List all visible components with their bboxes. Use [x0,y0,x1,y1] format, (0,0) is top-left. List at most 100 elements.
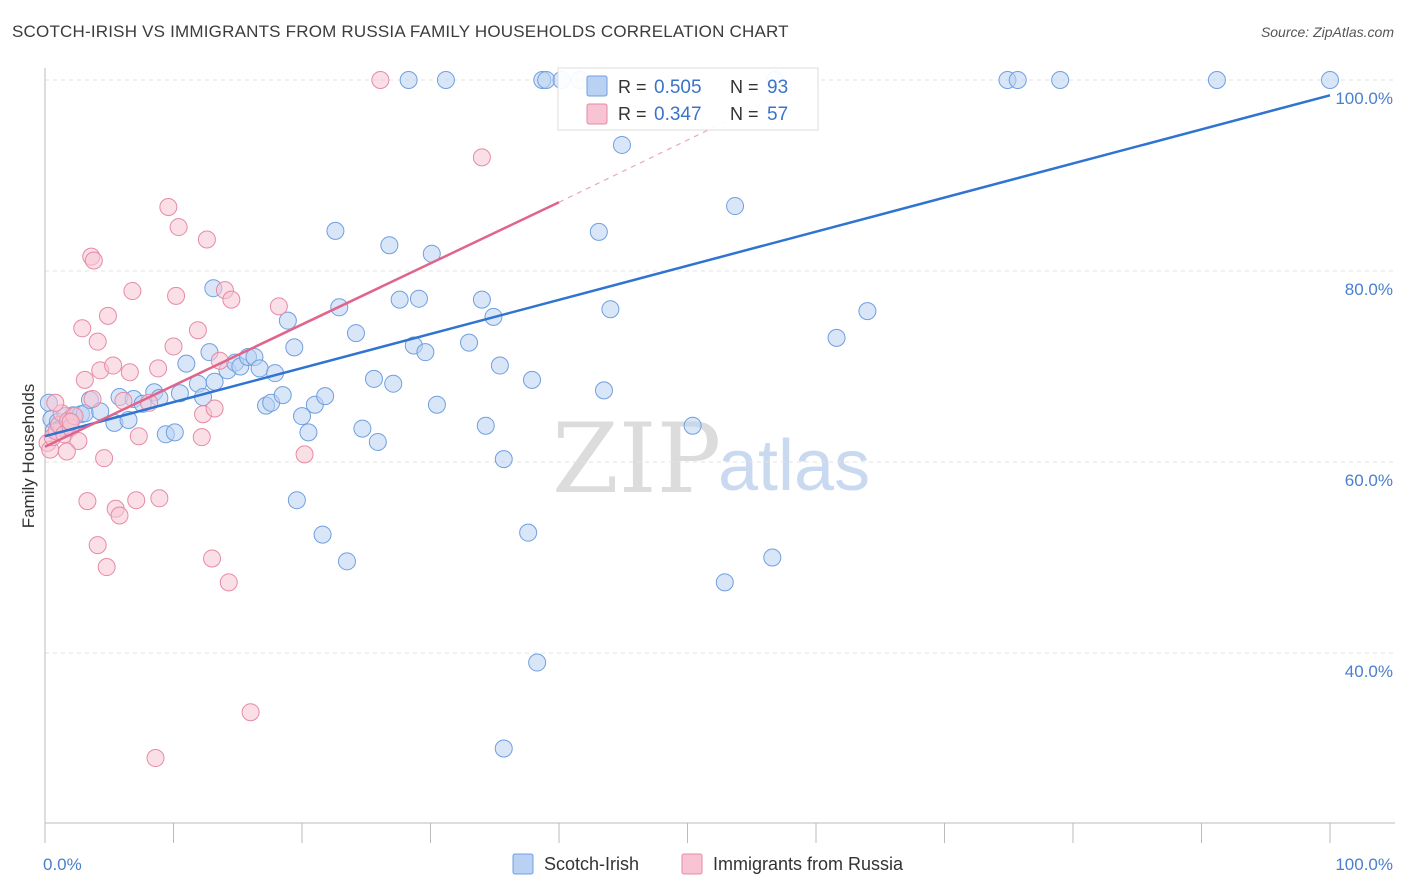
immigrants-russia-point [219,573,238,592]
scotch-irish-point [827,328,846,347]
series-legend: Scotch-Irish Immigrants from Russia [512,853,904,875]
scotch-irish-point [285,338,304,357]
scotch-irish-point [494,450,513,469]
scotch-irish-point [1207,71,1226,89]
immigrants-russia-point [188,321,207,340]
scotch-irish-point [250,359,269,378]
scotch-irish-point [494,739,513,758]
immigrants-russia-point [222,290,241,309]
immigrants-russia-trend-line [44,201,560,448]
scotch-irish-point [409,289,428,308]
immigrants-russia-point [169,218,188,237]
immigrants-russia-point [69,431,88,450]
scotch-irish-point [436,71,455,89]
immigrants-russia-point [371,71,390,89]
y-tick-label: 60.0% [1345,471,1393,490]
immigrants-russia-point [104,356,123,375]
y-tick-label: 40.0% [1345,662,1393,681]
immigrants-russia-point [167,286,186,305]
scotch-irish-point [858,302,877,321]
scotch-irish-point [368,432,387,451]
scotch-irish-point [594,381,613,400]
immigrants-russia-point [164,337,183,356]
immigrants-russia-point [83,389,102,408]
legend-n-label-1: N = [730,77,759,97]
immigrants-russia-point [127,491,146,510]
x-tick-label: 0.0% [43,855,82,874]
immigrants-russia-point [197,230,216,249]
series-legend-label-scotch-irish: Scotch-Irish [544,854,639,874]
immigrants-russia-point [149,359,168,378]
immigrants-russia-point [241,703,260,722]
immigrants-russia-point [95,449,114,468]
scotch-irish-point [476,416,495,435]
series-legend-swatch-scotch-irish [512,853,534,875]
legend-r-label-2: R = [618,104,647,124]
immigrants-russia-point [150,489,169,508]
immigrants-russia-point [73,319,92,338]
scotch-irish-point [537,71,556,89]
immigrants-russia-point [97,558,116,577]
immigrants-russia-point [146,749,165,768]
immigrants-russia-point [205,399,224,418]
scotch-irish-point [472,290,491,309]
immigrants-russia-point [159,198,178,217]
immigrants-russia-point [78,492,97,511]
immigrants-russia-point [75,370,94,389]
immigrants-russia-point [120,363,139,382]
immigrants-russia-point [88,536,107,555]
scotch-irish-point [384,374,403,393]
scotch-irish-point [278,311,297,330]
legend-swatch-1 [586,75,608,97]
scotch-irish-point [337,552,356,571]
scotch-irish-point [287,491,306,510]
legend-row-2: R = 0.347 N = 57 [586,103,788,125]
stats-legend: R = 0.505 N = 93 R = 0.347 N = 57 [557,67,819,131]
scotch-irish-point [380,236,399,255]
immigrants-russia-point [57,442,76,461]
series-legend-swatch-immigrants-russia [681,853,703,875]
y-tick-label: 80.0% [1345,280,1393,299]
scotch-irish-point [726,197,745,216]
scotch-irish-point [715,573,734,592]
scotch-irish-point [353,419,372,438]
scotch-irish-point [364,369,383,388]
scotch-irish-point [177,354,196,373]
scotch-irish-point [1321,71,1339,89]
immigrants-russia-point [192,428,211,447]
y-tick-labels: 40.0% 60.0% 80.0% 100.0% [1335,89,1393,681]
watermark-atlas: atlas [718,426,870,506]
series-legend-label-immigrants-russia: Immigrants from Russia [713,854,904,874]
scotch-irish-point [316,387,335,406]
watermark: ZIP atlas [552,403,870,515]
scotch-irish-point [326,221,345,240]
legend-n-label-2: N = [730,104,759,124]
scotch-irish-point [528,653,547,672]
scotch-irish-point [589,222,608,241]
y-tick-label: 100.0% [1335,89,1393,108]
chart-title: SCOTCH-IRISH VS IMMIGRANTS FROM RUSSIA F… [12,22,789,41]
legend-r-value-1: 0.505 [654,77,702,98]
scotch-irish-point [293,407,311,426]
immigrants-russia-point [84,251,103,270]
scotch-irish-point [601,300,620,319]
scotch-irish-point [390,290,409,309]
scotch-irish-point [346,324,365,343]
x-tick-label: 100.0% [1335,855,1393,874]
scotch-irish-point [460,333,479,352]
scotch-irish-point [612,135,631,154]
legend-n-value-2: 57 [767,104,788,125]
legend-n-value-1: 93 [767,77,788,98]
scotch-irish-point [490,356,509,375]
immigrants-russia-point [269,297,288,316]
scotch-irish-trend-line [44,94,1331,438]
legend-r-label-1: R = [618,77,647,97]
legend-swatch-2 [586,103,608,125]
chart-source: Source: ZipAtlas.com [1260,24,1394,40]
scotch-irish-point [299,423,318,442]
scotch-irish-point [313,525,332,544]
scotch-irish-point [427,395,446,414]
y-axis-label: Family Households [19,384,38,529]
data-points [38,71,1339,768]
